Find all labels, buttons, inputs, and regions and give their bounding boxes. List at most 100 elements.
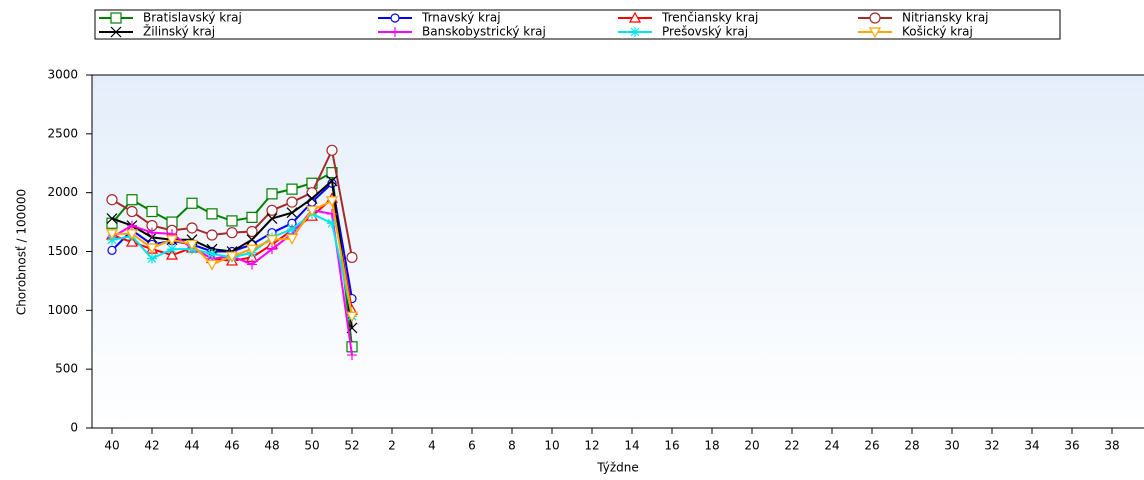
data-point	[126, 194, 138, 206]
y-tick-label: 1000	[47, 303, 78, 317]
data-point	[125, 229, 139, 241]
legend-label: Žilinský kraj	[143, 24, 215, 39]
data-point	[165, 248, 179, 260]
data-point	[246, 211, 258, 223]
data-point	[165, 235, 179, 246]
data-point	[186, 197, 198, 209]
data-point	[126, 205, 138, 218]
x-tick-label: 40	[104, 439, 119, 453]
data-point	[105, 229, 119, 241]
legend-marker	[868, 27, 882, 39]
data-point	[246, 234, 258, 246]
data-point	[225, 251, 239, 263]
x-tick-label: 48	[264, 439, 279, 453]
y-tick-label: 1500	[47, 244, 78, 258]
legend-marker	[869, 12, 881, 24]
data-point	[326, 175, 338, 187]
x-tick-label: 18	[704, 439, 719, 453]
data-point	[226, 227, 238, 239]
x-tick-label: 32	[984, 439, 999, 453]
data-point	[327, 218, 337, 229]
y-tick-label: 2000	[47, 185, 78, 199]
y-tick-label: 500	[55, 362, 78, 376]
data-point	[206, 208, 218, 220]
plot-area	[92, 75, 1144, 428]
data-point	[205, 259, 219, 271]
legend-marker	[110, 12, 122, 24]
data-point	[305, 205, 319, 217]
x-tick-label: 8	[508, 439, 516, 453]
data-point	[125, 235, 139, 247]
x-tick-label: 34	[1024, 439, 1039, 453]
data-point	[327, 208, 337, 219]
legend-box	[94, 9, 1061, 40]
data-point	[345, 311, 359, 323]
legend-label: Trnavský kraj	[421, 11, 501, 25]
data-point	[286, 183, 298, 195]
x-tick-label: 14	[624, 439, 639, 453]
x-tick-label: 20	[744, 439, 759, 453]
x-tick-label: 4	[428, 439, 436, 453]
data-point	[346, 251, 358, 263]
data-point	[107, 245, 117, 255]
data-point	[266, 188, 278, 200]
x-tick-label: 24	[824, 439, 839, 453]
data-point	[147, 253, 157, 264]
data-point	[347, 350, 357, 361]
data-point	[265, 235, 279, 246]
y-tick-label: 2500	[47, 126, 78, 140]
data-point	[286, 196, 298, 208]
data-point	[145, 243, 159, 255]
data-point	[325, 196, 339, 208]
legend-label: Banskobystrický kraj	[422, 25, 546, 39]
data-point	[285, 233, 299, 245]
y-tick-label: 3000	[47, 68, 78, 82]
data-point	[306, 193, 318, 204]
data-point	[226, 215, 238, 227]
data-point	[207, 248, 217, 259]
x-tick-label: 36	[1064, 439, 1079, 453]
y-tick-label: 0	[70, 421, 78, 435]
data-point	[185, 239, 199, 251]
legend-label: Nitriansky kraj	[902, 11, 989, 25]
data-point	[266, 204, 278, 216]
x-tick-label: 6	[468, 439, 476, 453]
data-point	[266, 213, 278, 224]
x-tick-label: 38	[1104, 439, 1119, 453]
data-point	[326, 144, 338, 156]
data-point	[147, 227, 157, 238]
legend-label: Trenčiansky kraj	[661, 11, 758, 25]
data-point	[186, 222, 198, 234]
data-point	[106, 213, 118, 224]
data-point	[245, 244, 259, 256]
data-point	[247, 259, 257, 270]
data-point	[146, 205, 158, 218]
x-tick-label: 2	[388, 439, 396, 453]
legend-marker	[110, 26, 122, 38]
legend-marker	[390, 13, 400, 23]
legend-marker	[390, 27, 400, 37]
data-point	[246, 225, 258, 238]
data-point	[106, 194, 118, 206]
data-point	[287, 224, 297, 235]
data-point	[206, 229, 218, 241]
x-tick-label: 12	[584, 439, 599, 453]
legend-label: Bratislavský kraj	[143, 11, 242, 25]
x-tick-label: 44	[184, 439, 199, 453]
data-point	[286, 207, 298, 219]
x-tick-label: 28	[904, 439, 919, 453]
x-tick-label: 46	[224, 439, 239, 453]
x-axis-title: Týždne	[596, 461, 638, 475]
x-tick-label: 26	[864, 439, 879, 453]
legend-label: Košický kraj	[902, 25, 973, 39]
legend-label: Prešovský kraj	[662, 25, 748, 39]
x-tick-label: 10	[544, 439, 559, 453]
x-tick-label: 22	[784, 439, 799, 453]
legend-marker	[628, 11, 642, 23]
x-tick-label: 52	[344, 439, 359, 453]
x-tick-label: 30	[944, 439, 959, 453]
x-tick-label: 50	[304, 439, 319, 453]
data-point	[167, 244, 177, 255]
